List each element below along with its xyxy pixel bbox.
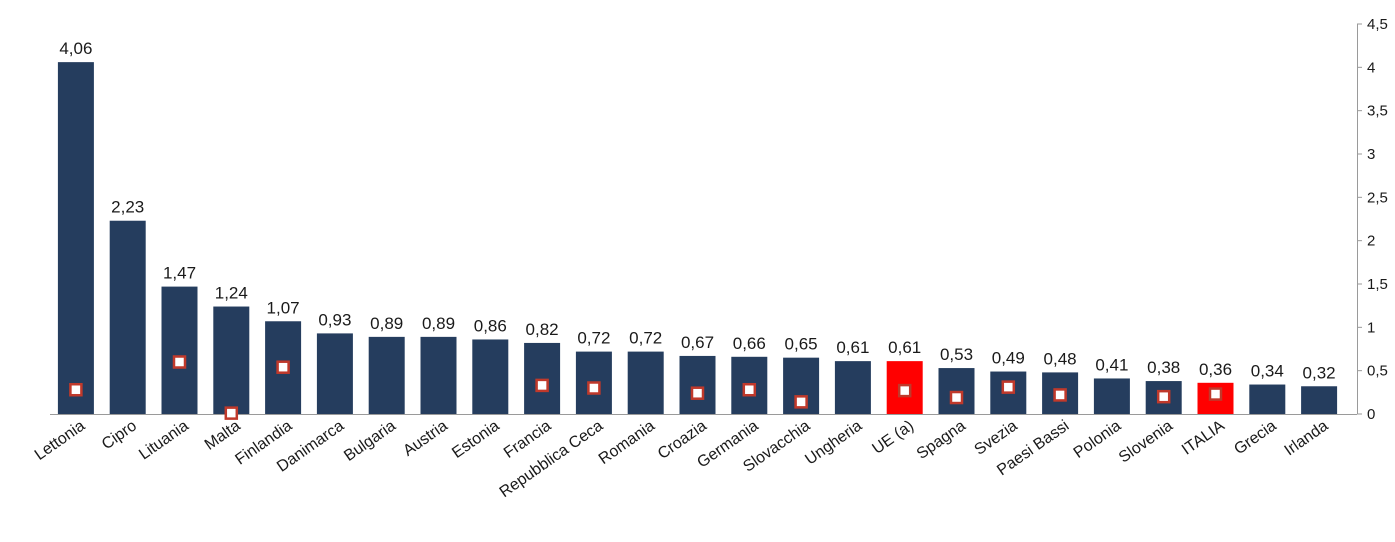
y-tick-label: 4,5: [1367, 16, 1388, 33]
y-tick-label: 2: [1367, 233, 1375, 250]
bar: [161, 286, 198, 414]
category-label: ITALIA: [1179, 417, 1228, 458]
data-label: 0,53: [940, 345, 973, 364]
data-label: 0,82: [526, 320, 559, 339]
marker-point: [535, 378, 549, 393]
marker-point: [587, 381, 601, 395]
bar: [57, 62, 94, 415]
category-label: Grecia: [1231, 417, 1279, 458]
data-label: 1,47: [163, 264, 196, 283]
marker-point: [897, 383, 912, 398]
data-label: 0,86: [474, 316, 507, 335]
y-tick-label: 3,5: [1367, 103, 1388, 120]
data-label: 0,72: [577, 329, 610, 348]
category-label: Irlanda: [1282, 417, 1332, 459]
bar: [472, 339, 509, 414]
data-label: 4,06: [59, 39, 92, 58]
marker-point: [1208, 387, 1223, 401]
data-label: 0,61: [836, 338, 869, 357]
data-label: 0,66: [733, 334, 766, 353]
category-label: Spagna: [914, 417, 969, 463]
y-tick-label: 1: [1367, 319, 1375, 336]
data-label: 1,07: [267, 298, 300, 317]
category-label: Lettonia: [32, 417, 88, 464]
category-label: Bulgaria: [341, 417, 399, 465]
data-label: 0,38: [1147, 358, 1180, 377]
data-label: 0,93: [318, 310, 351, 329]
category-label: Ungheria: [802, 417, 865, 468]
marker-point: [1053, 388, 1067, 402]
data-label: 0,49: [992, 349, 1025, 368]
marker-point: [1156, 389, 1171, 404]
category-label: UE (a): [869, 417, 917, 457]
data-label: 0,61: [888, 338, 921, 357]
bar: [524, 342, 561, 414]
data-label: 2,23: [111, 198, 144, 217]
y-tick-label: 4: [1367, 59, 1375, 76]
category-label: Malta: [202, 417, 244, 453]
y-tick-label: 1,5: [1367, 276, 1388, 293]
data-label: 0,89: [370, 314, 403, 333]
data-label: 1,24: [215, 284, 248, 303]
marker-point: [1001, 380, 1016, 394]
marker-point: [224, 406, 239, 420]
bar: [368, 336, 405, 414]
marker-point: [276, 360, 290, 374]
data-label: 0,72: [629, 329, 662, 348]
y-tick-label: 0: [1367, 406, 1375, 423]
category-label: Austria: [400, 417, 451, 460]
y-tick-label: 0,5: [1367, 363, 1388, 380]
marker-point: [690, 386, 705, 400]
bar: [316, 333, 353, 414]
bar: [1301, 386, 1338, 414]
bar: [834, 361, 871, 414]
marker-point: [742, 382, 757, 397]
category-label: Polonia: [1071, 417, 1125, 462]
data-label: 0,67: [681, 333, 714, 352]
marker-point: [172, 355, 187, 369]
y-tick-label: 2,5: [1367, 189, 1388, 206]
category-label: Lituania: [136, 417, 192, 463]
marker-point: [794, 395, 808, 409]
bar: [420, 336, 457, 414]
data-label: 0,32: [1303, 363, 1336, 382]
y-tick-label: 3: [1367, 146, 1375, 163]
bar: [213, 306, 250, 414]
data-label: 0,36: [1199, 360, 1232, 379]
category-label: Slovenia: [1116, 417, 1176, 466]
data-label: 0,89: [422, 314, 455, 333]
category-label: Estonia: [449, 417, 503, 462]
bar: [679, 355, 716, 414]
bar: [1249, 384, 1286, 414]
data-label: 0,48: [1044, 349, 1077, 368]
marker-point: [949, 390, 964, 405]
data-label: 0,34: [1251, 362, 1284, 381]
data-label: 0,65: [785, 335, 818, 354]
bar: [109, 220, 146, 414]
category-label: Romania: [596, 417, 658, 468]
bar: [627, 351, 664, 414]
marker-point: [69, 382, 83, 397]
bar: [1093, 378, 1130, 414]
data-label: 0,41: [1095, 355, 1128, 374]
category-label: Cipro: [99, 417, 140, 453]
